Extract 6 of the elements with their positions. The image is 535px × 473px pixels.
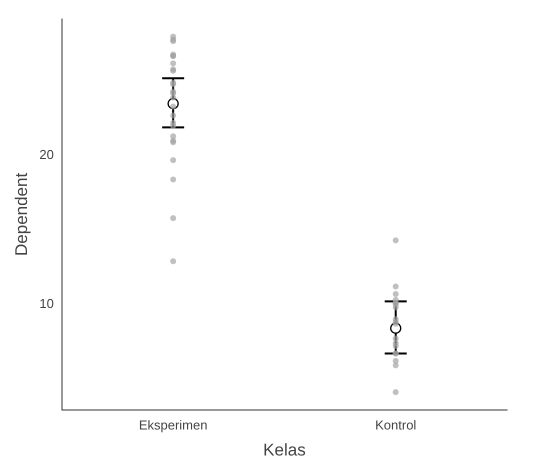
x-tick-label: Eksperimen <box>138 417 208 432</box>
y-tick-label: 20 <box>39 147 54 162</box>
y-tick-label: 10 <box>39 296 54 311</box>
x-tick-label: Kontrol <box>375 417 416 432</box>
y-axis-title: Dependent <box>12 172 31 256</box>
x-axis-title: Kelas <box>263 440 306 460</box>
